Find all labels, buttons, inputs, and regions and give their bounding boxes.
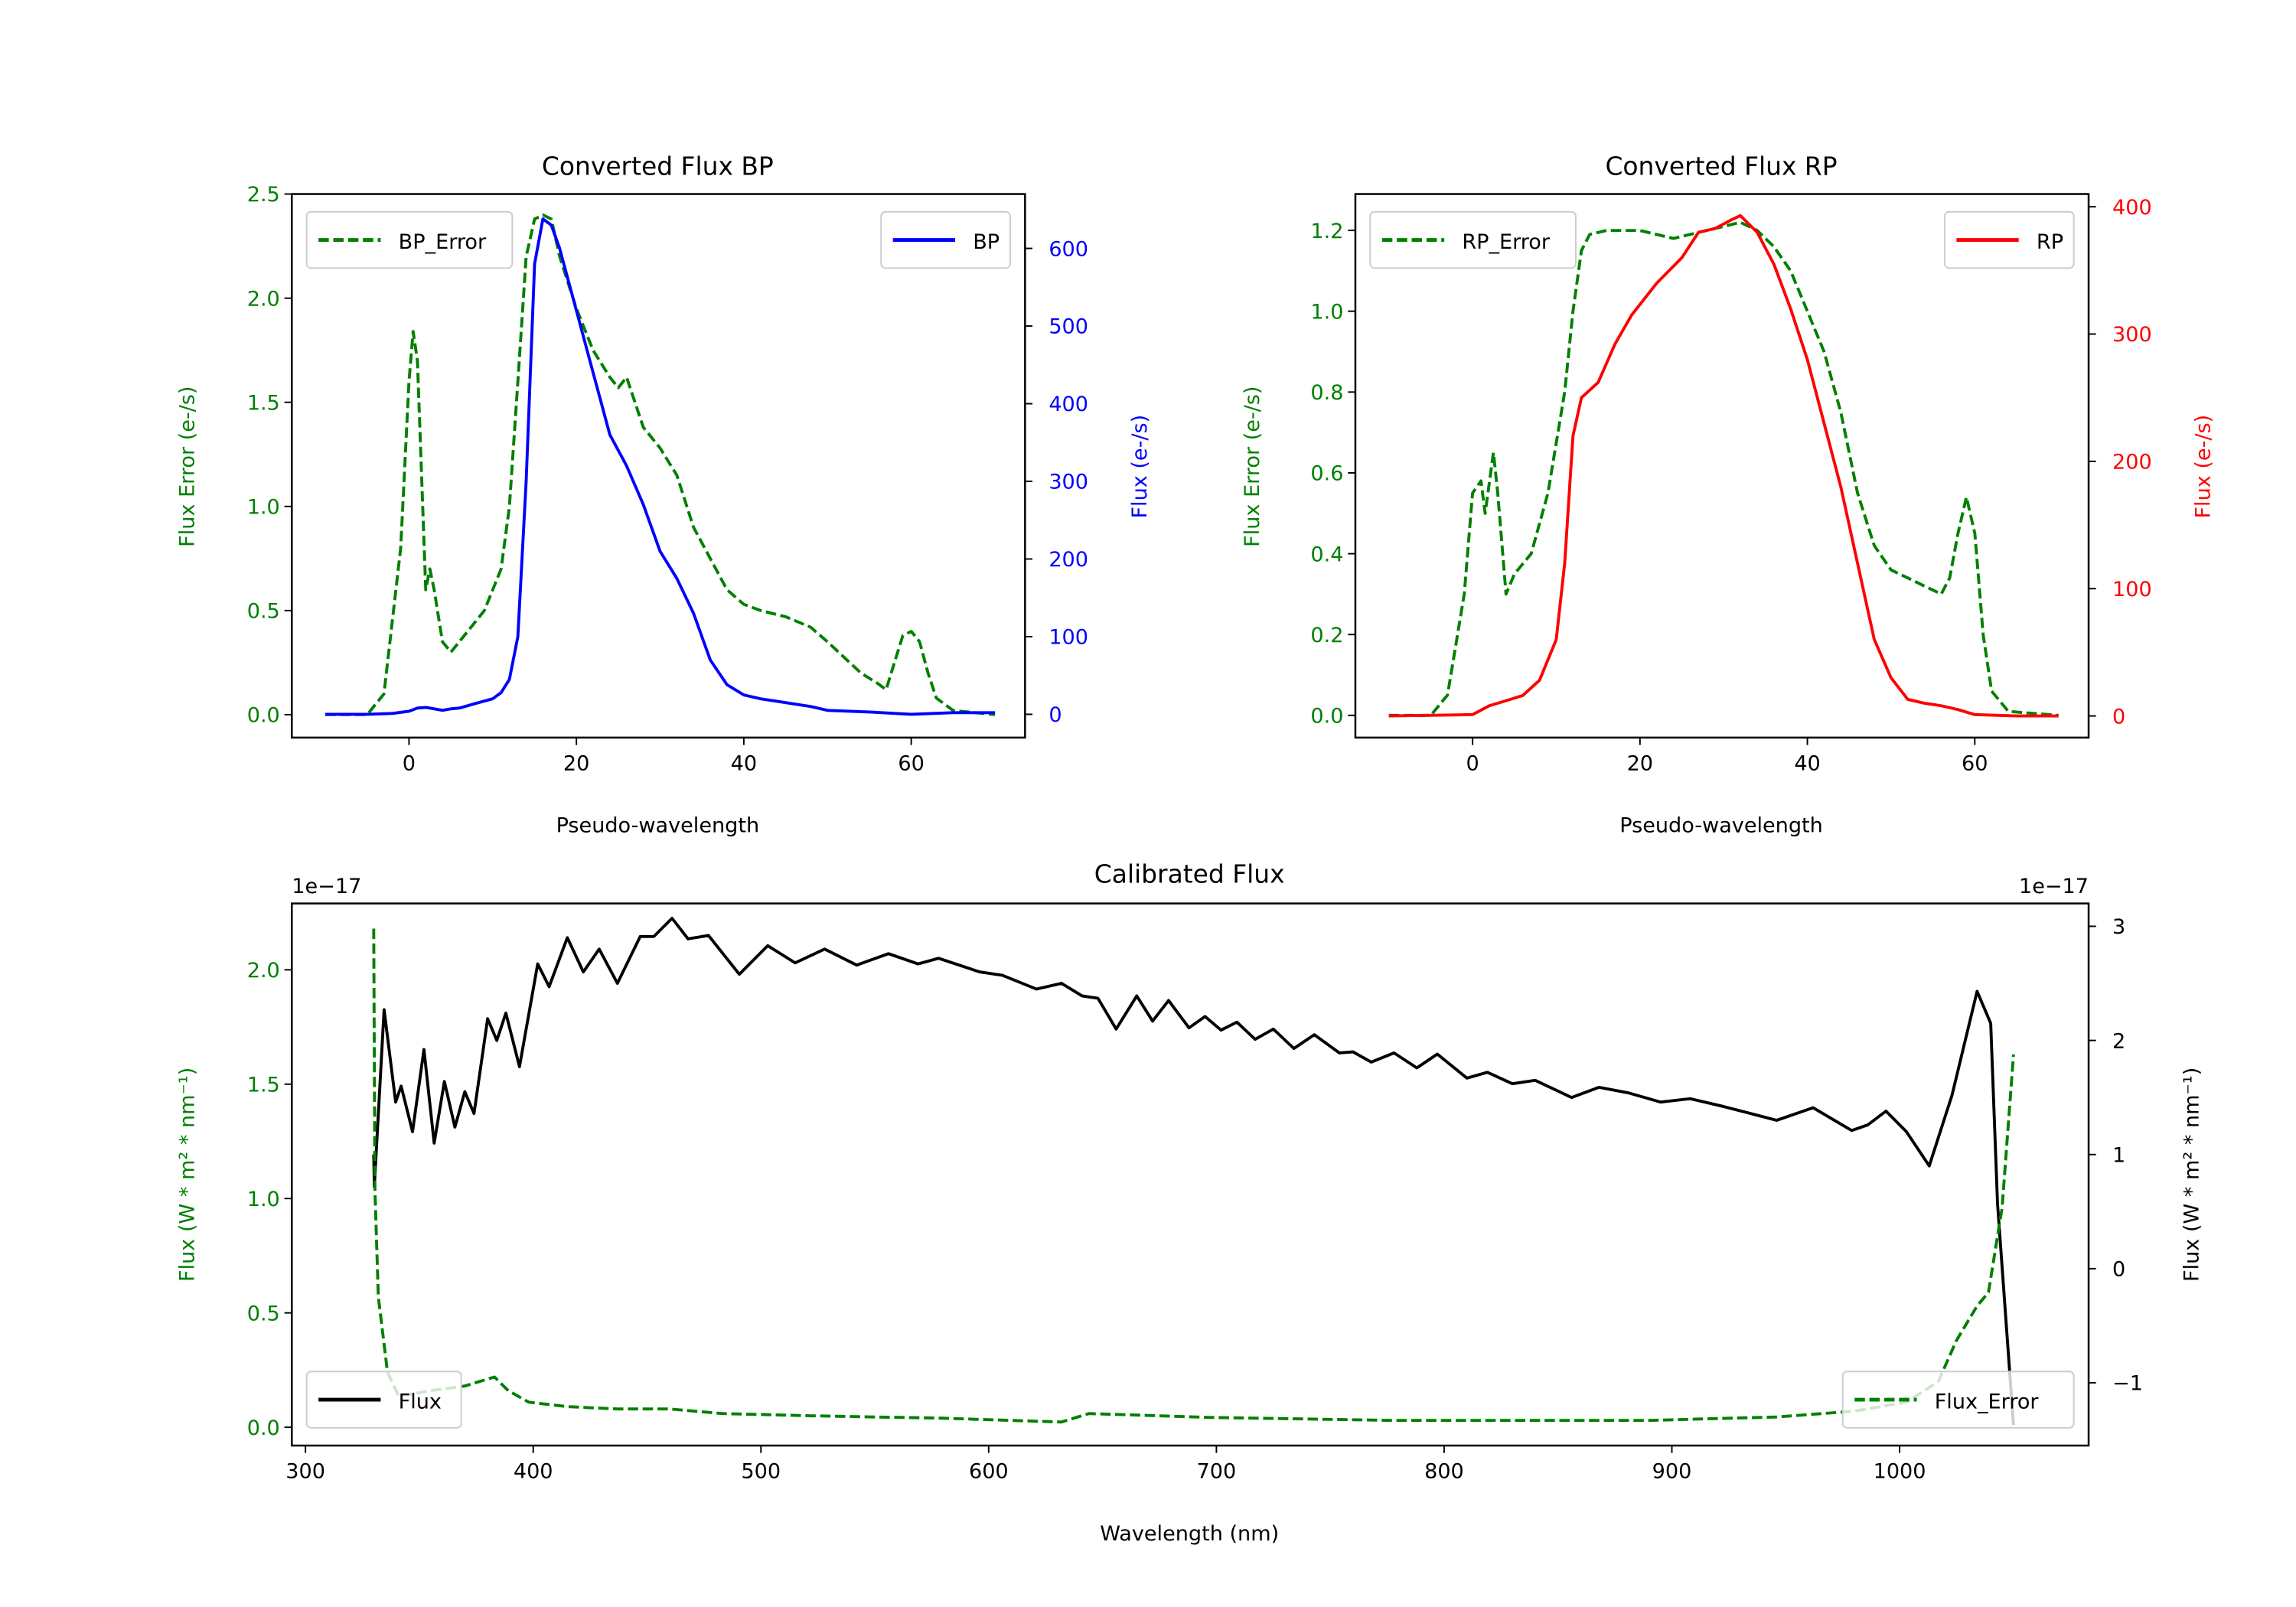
calibrated-ytick-left-label: 1.5 — [247, 1073, 280, 1097]
calibrated-xtick-label: 600 — [969, 1460, 1009, 1484]
bp-series-bp — [325, 217, 996, 716]
bp-ylabel-left: Flux Error (e-/s) — [176, 386, 200, 547]
legend-label: Flux — [399, 1390, 442, 1414]
bp-ytick-right-label: 400 — [1049, 393, 1088, 416]
rp-ylabel-right: Flux (e-/s) — [2192, 415, 2216, 519]
rp-ytick-right-label: 200 — [2112, 451, 2152, 474]
calibrated-xtick-label: 900 — [1652, 1460, 1692, 1484]
calibrated-axes-frame — [291, 902, 2090, 1447]
calibrated-ytick-left-label: 0.5 — [247, 1302, 280, 1325]
calibrated-ylabel-right: Flux (W * m² * nm⁻¹) — [2180, 1068, 2203, 1282]
bp-legend-bp: BP — [880, 210, 1011, 269]
calibrated-xtick-label: 1000 — [1874, 1460, 1926, 1484]
calibrated-title: Calibrated Flux — [1094, 859, 1285, 889]
bp-legend-bp-error: BP_Error — [305, 210, 514, 269]
legend-label: RP_Error — [1462, 230, 1551, 254]
rp-ytick-right-label: 100 — [2112, 578, 2152, 601]
bp-ytick-right-label: 100 — [1049, 626, 1088, 650]
bp-ytick-right-label: 200 — [1049, 548, 1088, 572]
legend-label: BP_Error — [399, 230, 487, 254]
calibrated-xtick-label: 300 — [285, 1460, 325, 1484]
bp-ytick-right-label: 600 — [1049, 237, 1088, 261]
bp-ytick-right-label: 500 — [1049, 315, 1088, 339]
calibrated-xtick-label: 700 — [1197, 1460, 1237, 1484]
legend-label: BP — [973, 230, 1000, 254]
bp-ylabel-right: Flux (e-/s) — [1128, 415, 1152, 519]
bp-axes-frame — [291, 193, 1026, 739]
rp-ytick-right-label: 0 — [2112, 705, 2125, 729]
rp-ylabel-left: Flux Error (e-/s) — [1241, 386, 1264, 547]
bp-ytick-left-label: 0.0 — [247, 704, 280, 728]
rp-series-rp — [1388, 214, 2059, 718]
rp-axes-frame — [1354, 193, 2090, 739]
legend-box — [1369, 210, 1577, 269]
bp-ytick-left-label: 1.0 — [247, 495, 280, 519]
rp-legend-rp: RP — [1943, 210, 2075, 269]
calibrated-ytick-left-label: 0.0 — [247, 1416, 280, 1440]
calibrated-series-flux — [372, 917, 2015, 1426]
rp-xtick-label: 60 — [1962, 751, 1988, 775]
calibrated-xtick-label: 400 — [514, 1460, 553, 1484]
rp-ytick-left-label: 0.2 — [1310, 624, 1343, 647]
rp-series-rp-error — [1388, 220, 2059, 717]
bp-ytick-left-label: 2.0 — [247, 287, 280, 311]
bp-panel: Converted Flux BP Pseudo-wavelength Flux… — [176, 151, 1153, 837]
bp-xtick-label: 40 — [731, 751, 757, 775]
calibrated-ytick-right-label: −1 — [2112, 1372, 2143, 1396]
rp-legend-rp-error: RP_Error — [1369, 210, 1577, 269]
rp-xtick-label: 0 — [1466, 751, 1479, 775]
rp-ytick-left-label: 0.4 — [1310, 543, 1343, 566]
bp-series-bp-error — [325, 213, 996, 716]
bp-ytick-left-label: 1.5 — [247, 391, 280, 415]
legend-box — [1841, 1371, 2075, 1429]
calibrated-offset-left: 1e−17 — [292, 875, 361, 898]
calibrated-xlabel: Wavelength (nm) — [1100, 1522, 1279, 1546]
calibrated-panel: Calibrated Flux Wavelength (nm) 1e−17 1e… — [176, 859, 2204, 1546]
rp-ytick-left-label: 1.2 — [1310, 220, 1343, 243]
bp-xlabel: Pseudo-wavelength — [556, 814, 760, 838]
bp-ytick-right-label: 300 — [1049, 471, 1088, 494]
rp-panel: Converted Flux RP Pseudo-wavelength Flux… — [1241, 151, 2216, 837]
bp-xtick-label: 0 — [403, 751, 416, 775]
bp-xtick-label: 60 — [898, 751, 924, 775]
calibrated-offset-right: 1e−17 — [2019, 875, 2089, 898]
rp-ytick-right-label: 400 — [2112, 196, 2152, 220]
calibrated-legend-flux: Flux — [305, 1371, 462, 1429]
calibrated-ytick-right-label: 0 — [2112, 1258, 2125, 1282]
legend-box — [305, 210, 514, 269]
calibrated-legend-flux-error: Flux_Error — [1841, 1371, 2075, 1429]
rp-ytick-left-label: 1.0 — [1310, 300, 1343, 324]
rp-xlabel: Pseudo-wavelength — [1619, 814, 1823, 838]
calibrated-ytick-right-label: 2 — [2112, 1029, 2125, 1053]
rp-title: Converted Flux RP — [1605, 151, 1837, 181]
legend-box — [305, 1371, 462, 1429]
calibrated-ytick-left-label: 2.0 — [247, 959, 280, 983]
rp-ytick-right-label: 300 — [2112, 323, 2152, 347]
bp-ytick-right-label: 0 — [1049, 703, 1062, 727]
rp-xtick-label: 40 — [1794, 751, 1820, 775]
legend-label: Flux_Error — [1935, 1390, 2040, 1414]
bp-ytick-left-label: 2.5 — [247, 183, 280, 207]
rp-ytick-left-label: 0.0 — [1310, 705, 1343, 729]
rp-xtick-label: 20 — [1627, 751, 1653, 775]
calibrated-xtick-label: 800 — [1424, 1460, 1464, 1484]
bp-ytick-left-label: 0.5 — [247, 600, 280, 624]
calibrated-ylabel-left: Flux (W * m² * nm⁻¹) — [176, 1068, 200, 1282]
calibrated-xtick-label: 500 — [741, 1460, 781, 1484]
calibrated-ytick-right-label: 3 — [2112, 915, 2125, 939]
rp-ytick-left-label: 0.8 — [1310, 381, 1343, 405]
calibrated-ytick-right-label: 1 — [2112, 1143, 2125, 1167]
rp-ytick-left-label: 0.6 — [1310, 462, 1343, 486]
legend-label: RP — [2037, 230, 2063, 254]
bp-xtick-label: 20 — [563, 751, 589, 775]
calibrated-ytick-left-label: 1.0 — [247, 1188, 280, 1211]
bp-title: Converted Flux BP — [542, 151, 774, 181]
